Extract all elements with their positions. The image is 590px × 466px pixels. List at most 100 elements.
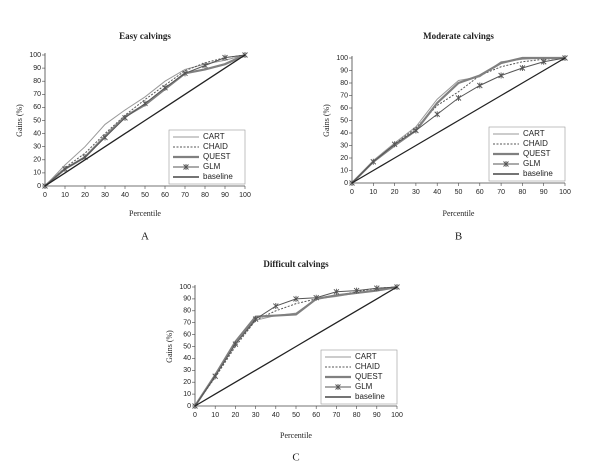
marker bbox=[455, 95, 462, 101]
legend-label: QUEST bbox=[355, 372, 383, 381]
series-line bbox=[194, 285, 398, 407]
x-tick-label: 60 bbox=[161, 192, 169, 199]
x-tick-label: 80 bbox=[353, 412, 361, 419]
y-tick-label: 80 bbox=[33, 78, 41, 85]
y-tick-label: 10 bbox=[33, 170, 41, 177]
x-tick-label: 40 bbox=[433, 189, 441, 196]
legend-label: CHAID bbox=[203, 142, 228, 151]
x-tick-label: 60 bbox=[312, 412, 320, 419]
y-tick-label: 90 bbox=[33, 65, 41, 72]
marker bbox=[202, 62, 208, 69]
x-tick-label: 20 bbox=[391, 189, 399, 196]
x-tick-label: 10 bbox=[61, 192, 69, 199]
marker bbox=[540, 58, 547, 65]
panel-label: A bbox=[141, 231, 149, 243]
marker bbox=[373, 285, 380, 292]
legend-label: CART bbox=[203, 132, 225, 141]
y-tick-label: 70 bbox=[183, 320, 191, 327]
marker bbox=[162, 84, 168, 91]
x-tick-label: 20 bbox=[81, 192, 89, 199]
y-tick-label: 90 bbox=[340, 67, 348, 74]
y-axis-label: Gains (%) bbox=[322, 104, 331, 137]
marker bbox=[519, 65, 526, 71]
y-tick-label: 30 bbox=[33, 144, 41, 151]
legend-label: QUEST bbox=[203, 152, 231, 161]
marker bbox=[122, 114, 128, 121]
y-tick-label: 30 bbox=[340, 142, 348, 149]
marker bbox=[476, 82, 483, 89]
y-tick-label: 70 bbox=[340, 92, 348, 99]
y-tick-label: 40 bbox=[33, 130, 41, 137]
y-tick-label: 0 bbox=[187, 403, 191, 410]
chart-title: Difficult calvings bbox=[263, 259, 329, 269]
legend-label: baseline bbox=[355, 392, 385, 401]
marker bbox=[413, 127, 419, 134]
x-tick-label: 70 bbox=[333, 412, 341, 419]
y-tick-label: 60 bbox=[183, 331, 191, 338]
x-axis-label: Percentile bbox=[129, 209, 161, 218]
marker bbox=[333, 288, 340, 295]
x-tick-label: 70 bbox=[497, 189, 505, 196]
marker bbox=[498, 72, 504, 79]
x-tick-label: 10 bbox=[211, 412, 219, 419]
legend-label: CART bbox=[523, 129, 545, 138]
legend-label: GLM bbox=[523, 159, 541, 168]
chart-title: Easy calvings bbox=[119, 31, 171, 41]
y-tick-label: 70 bbox=[33, 91, 41, 98]
marker bbox=[182, 70, 188, 77]
series-line bbox=[351, 57, 566, 184]
y-tick-label: 100 bbox=[29, 52, 41, 59]
x-tick-label: 60 bbox=[476, 189, 484, 196]
marker bbox=[434, 111, 441, 118]
x-tick-label: 100 bbox=[559, 189, 571, 196]
y-tick-label: 60 bbox=[33, 104, 41, 111]
y-tick-label: 20 bbox=[340, 155, 348, 162]
x-tick-label: 70 bbox=[181, 192, 189, 199]
legend-label: GLM bbox=[203, 162, 221, 171]
y-tick-label: 40 bbox=[183, 355, 191, 362]
y-tick-label: 100 bbox=[336, 55, 348, 62]
x-tick-label: 30 bbox=[101, 192, 109, 199]
marker bbox=[212, 373, 219, 380]
y-tick-label: 100 bbox=[179, 284, 191, 291]
marker bbox=[335, 384, 341, 390]
x-tick-label: 80 bbox=[201, 192, 209, 199]
series-line bbox=[44, 54, 246, 187]
y-tick-label: 0 bbox=[37, 183, 41, 190]
marker bbox=[62, 165, 68, 172]
y-tick-label: 20 bbox=[33, 157, 41, 164]
legend-label: baseline bbox=[523, 169, 553, 178]
y-axis-label: Gains (%) bbox=[15, 104, 24, 137]
x-tick-label: 100 bbox=[391, 412, 403, 419]
marker bbox=[232, 341, 239, 348]
x-axis-label: Percentile bbox=[443, 209, 475, 218]
y-tick-label: 0 bbox=[344, 180, 348, 187]
x-tick-label: 50 bbox=[141, 192, 149, 199]
y-tick-label: 50 bbox=[33, 117, 41, 124]
y-tick-label: 20 bbox=[183, 379, 191, 386]
legend-label: CHAID bbox=[355, 362, 380, 371]
y-tick-label: 10 bbox=[183, 391, 191, 398]
x-tick-label: 100 bbox=[239, 192, 251, 199]
series-line bbox=[194, 286, 398, 407]
x-axis-label: Percentile bbox=[280, 431, 312, 440]
legend-label: QUEST bbox=[523, 149, 551, 158]
y-tick-label: 50 bbox=[340, 117, 348, 124]
legend-label: GLM bbox=[355, 382, 373, 391]
marker bbox=[272, 303, 279, 310]
marker bbox=[252, 316, 259, 323]
series-line bbox=[194, 286, 398, 407]
marker bbox=[370, 158, 377, 165]
marker bbox=[142, 100, 148, 107]
legend-label: CART bbox=[355, 352, 377, 361]
x-tick-label: 0 bbox=[43, 192, 47, 199]
series-line bbox=[351, 56, 565, 184]
y-tick-label: 40 bbox=[340, 130, 348, 137]
y-tick-label: 50 bbox=[183, 343, 191, 350]
marker bbox=[183, 164, 189, 170]
series-line bbox=[351, 57, 566, 184]
x-tick-label: 10 bbox=[369, 189, 377, 196]
x-tick-label: 40 bbox=[272, 412, 280, 419]
x-tick-label: 50 bbox=[292, 412, 300, 419]
